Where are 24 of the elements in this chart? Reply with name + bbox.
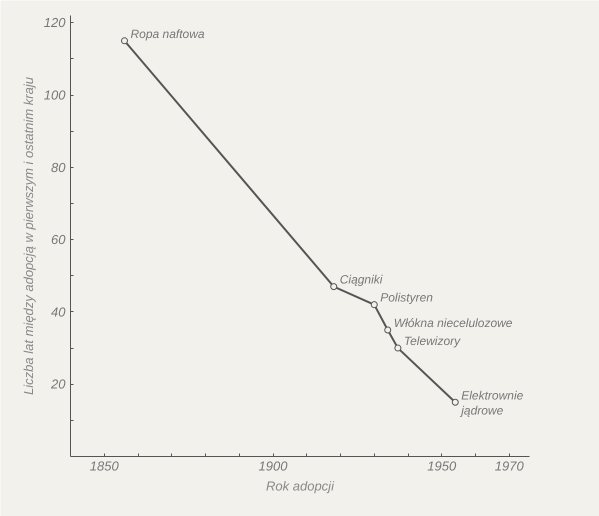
- y-tick-label: 20: [50, 376, 66, 392]
- point: [330, 283, 338, 290]
- y-tick-label: 100: [44, 88, 66, 103]
- annotation: Telewizory: [404, 334, 462, 348]
- annotation: Polistyren: [380, 290, 434, 305]
- x-axis-title: Rok adopcji: [266, 478, 336, 494]
- annotation: Elektrownie jądrowe: [459, 388, 524, 418]
- y-axis-title: Liczba lat między adopcją w pierwszym i ostatnim kraju: [20, 77, 36, 395]
- y-tick-label: 40: [51, 304, 66, 320]
- point: [370, 301, 378, 308]
- x-tick-label: 1900: [258, 458, 288, 474]
- y-tick-label: 120: [44, 15, 66, 30]
- annotation: Ciągniki: [340, 272, 383, 287]
- x-tick-label: 1970: [494, 458, 524, 474]
- point: [121, 37, 128, 44]
- point: [384, 326, 392, 334]
- point: [394, 344, 402, 352]
- y-tick-label: 60: [51, 232, 66, 248]
- x-tick-label: 1850: [90, 458, 120, 474]
- point: [452, 398, 459, 406]
- y-tick-label: 80: [51, 160, 66, 175]
- annotation: Ropa naftowa: [130, 26, 205, 41]
- x-tick-label: 1950: [427, 458, 457, 474]
- annotation: Włókna niecelulozowe: [394, 316, 513, 330]
